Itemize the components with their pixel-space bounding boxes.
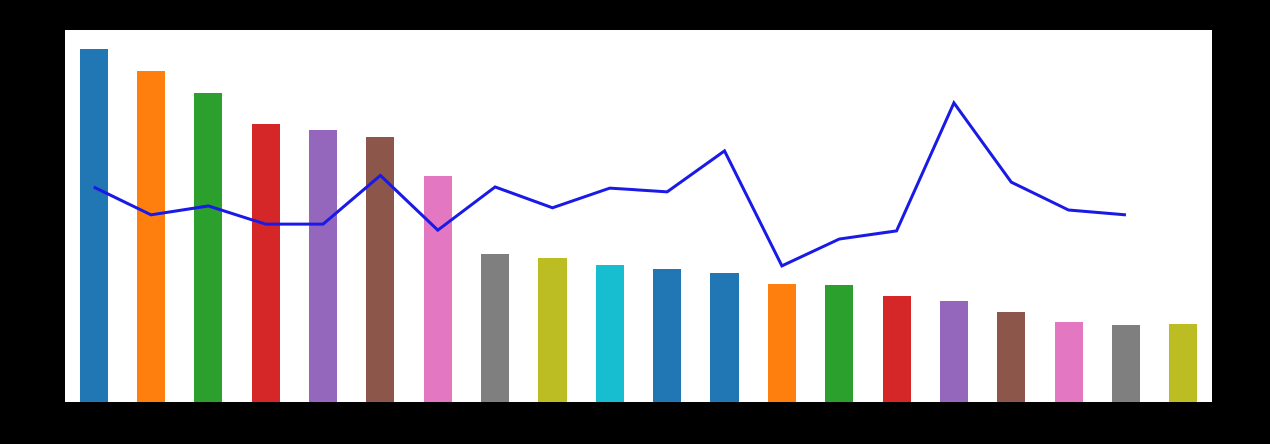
- plot-area: [65, 30, 1212, 402]
- line-polyline: [93, 99, 1127, 268]
- bar: [481, 253, 510, 402]
- bar: [939, 300, 968, 402]
- bar: [1054, 322, 1083, 402]
- bar: [595, 265, 624, 402]
- bar: [997, 311, 1026, 402]
- bar: [194, 92, 223, 402]
- bar: [825, 284, 854, 402]
- line-series: [93, 99, 1127, 268]
- bar: [882, 295, 911, 402]
- bar: [538, 258, 567, 402]
- bar: [1169, 323, 1198, 402]
- bar: [1111, 325, 1141, 402]
- bar: [79, 48, 108, 402]
- bar: [767, 284, 796, 402]
- bar: [423, 175, 452, 402]
- bar: [653, 268, 682, 402]
- bar: [309, 130, 338, 402]
- bar: [710, 272, 739, 402]
- bar: [366, 137, 395, 402]
- bar: [136, 70, 166, 402]
- bar: [251, 124, 280, 402]
